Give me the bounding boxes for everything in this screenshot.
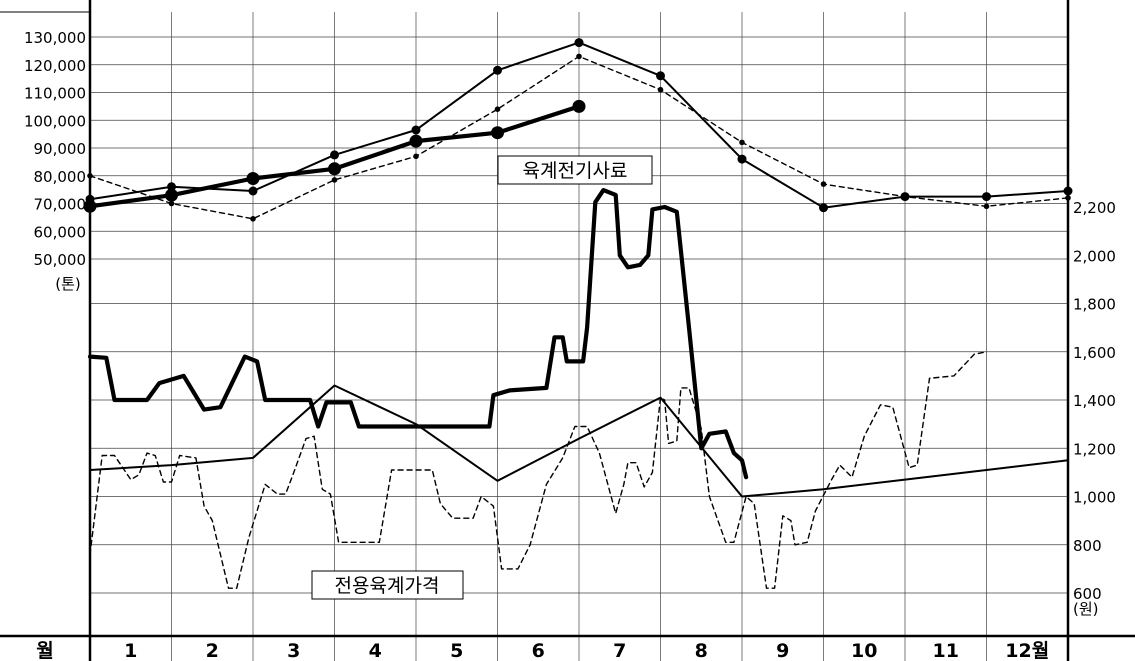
series-1-point [819, 203, 828, 213]
left-tick-label: 130,000 [24, 29, 86, 47]
month-tick-label: 5 [450, 640, 463, 661]
month-tick-label: 7 [613, 640, 626, 661]
left-tick-label: 70,000 [34, 196, 87, 214]
left-axis-unit: (톤) [55, 275, 81, 293]
grid [90, 12, 1068, 661]
series-2-point [1065, 195, 1071, 201]
month-tick-label: 4 [369, 640, 382, 661]
series-2-point [820, 181, 827, 187]
right-tick-label: 1,800 [1073, 296, 1116, 314]
left-axis-ticks: 130,000 120,000 110,000 100,000 90,000 80,000… [24, 29, 86, 269]
right-axis-ticks: 2,200 2,000 1,800 1,600 1,400 1,200 1,000 800 60… [1073, 199, 1116, 603]
left-tick-label: 80,000 [34, 168, 87, 186]
left-tick-label: 110,000 [24, 85, 86, 103]
series-line-5 [87, 188, 749, 480]
month-tick-label: 1 [124, 640, 137, 661]
series-1-point [737, 154, 747, 164]
right-axis-unit: (원) [1073, 600, 1099, 618]
price-annotation-box [311, 570, 464, 600]
series-3-point [165, 188, 178, 202]
series-2-point [902, 193, 908, 200]
series-layer [83, 38, 1073, 589]
series-2-point [657, 86, 664, 93]
series-1-point [1063, 186, 1073, 196]
right-tick-label: 1,400 [1073, 392, 1116, 410]
series-2-point [494, 106, 501, 112]
left-tick-label: 120,000 [24, 57, 86, 75]
series-1-point [167, 182, 176, 192]
right-tick-label: 2,000 [1073, 247, 1116, 265]
month-tick-label: 8 [695, 640, 708, 661]
series-2-point [250, 216, 256, 222]
right-tick-label: 2,200 [1073, 199, 1116, 217]
series-3-point [491, 126, 504, 140]
series-3-point [83, 199, 97, 213]
series-2-point [983, 203, 990, 210]
month-tick-label: 9 [776, 640, 789, 661]
right-tick-label: 1,000 [1073, 489, 1116, 507]
series-1-point [493, 65, 502, 75]
month-tick-label: 2 [206, 640, 219, 661]
price-annotation: 전용육계가격 [311, 570, 464, 600]
series-2-point [168, 200, 175, 207]
series-line-6 [89, 351, 988, 589]
series-2-point [576, 53, 582, 60]
series-1-point [574, 38, 584, 48]
left-tick-label: 60,000 [34, 223, 87, 241]
series-1-point [411, 125, 421, 135]
right-tick-label: 600 [1073, 585, 1102, 603]
right-tick-label: 1,600 [1073, 344, 1116, 362]
series-1-point [982, 192, 991, 202]
month-tick-label: 6 [532, 640, 545, 661]
feed-annotation-text: 육계전기사료 [523, 160, 628, 182]
right-tick-label: 800 [1073, 537, 1102, 555]
right-tick-label: 1,200 [1073, 440, 1116, 458]
series-1-point [330, 150, 339, 160]
series-2-point [739, 139, 745, 146]
month-axis: 1 2 3 4 5 6 7 8 9 10 11 12월 [124, 640, 1049, 661]
series-1-point [656, 71, 665, 81]
series-3-point [572, 99, 586, 113]
left-tick-label: 50,000 [34, 251, 87, 269]
left-tick-label: 90,000 [34, 140, 87, 158]
series-line-4 [89, 384, 1069, 498]
series-3-point [328, 162, 341, 176]
series-2-point [413, 153, 419, 160]
month-tick-label: 10 [851, 640, 877, 661]
month-tick-label: 11 [933, 640, 959, 661]
series-1-point [248, 186, 258, 196]
month-tick-label: 12월 [1005, 640, 1049, 661]
price-annotation-text: 전용육계가격 [335, 575, 440, 597]
month-axis-header: 월 [36, 640, 53, 661]
series-3-point [409, 134, 423, 148]
series-3-point [246, 172, 260, 185]
left-tick-label: 100,000 [24, 112, 86, 130]
feed-annotation: 육계전기사료 [497, 155, 653, 185]
series-2-point [331, 177, 338, 183]
series-2-point [87, 173, 93, 179]
month-tick-label: 3 [287, 640, 300, 661]
feed-annotation-box [497, 155, 653, 185]
